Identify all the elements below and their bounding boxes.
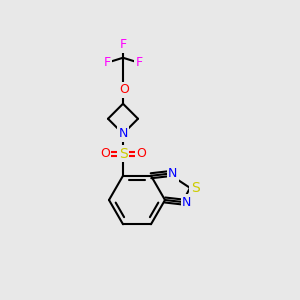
Text: N: N (118, 127, 128, 140)
Text: N: N (182, 196, 191, 208)
Text: O: O (119, 83, 129, 96)
Text: F: F (135, 56, 142, 69)
Text: N: N (168, 167, 177, 180)
Text: O: O (136, 147, 146, 160)
Text: F: F (103, 56, 111, 69)
Text: O: O (100, 147, 110, 160)
Text: S: S (190, 181, 200, 195)
Text: F: F (119, 38, 127, 51)
Text: S: S (118, 147, 127, 161)
